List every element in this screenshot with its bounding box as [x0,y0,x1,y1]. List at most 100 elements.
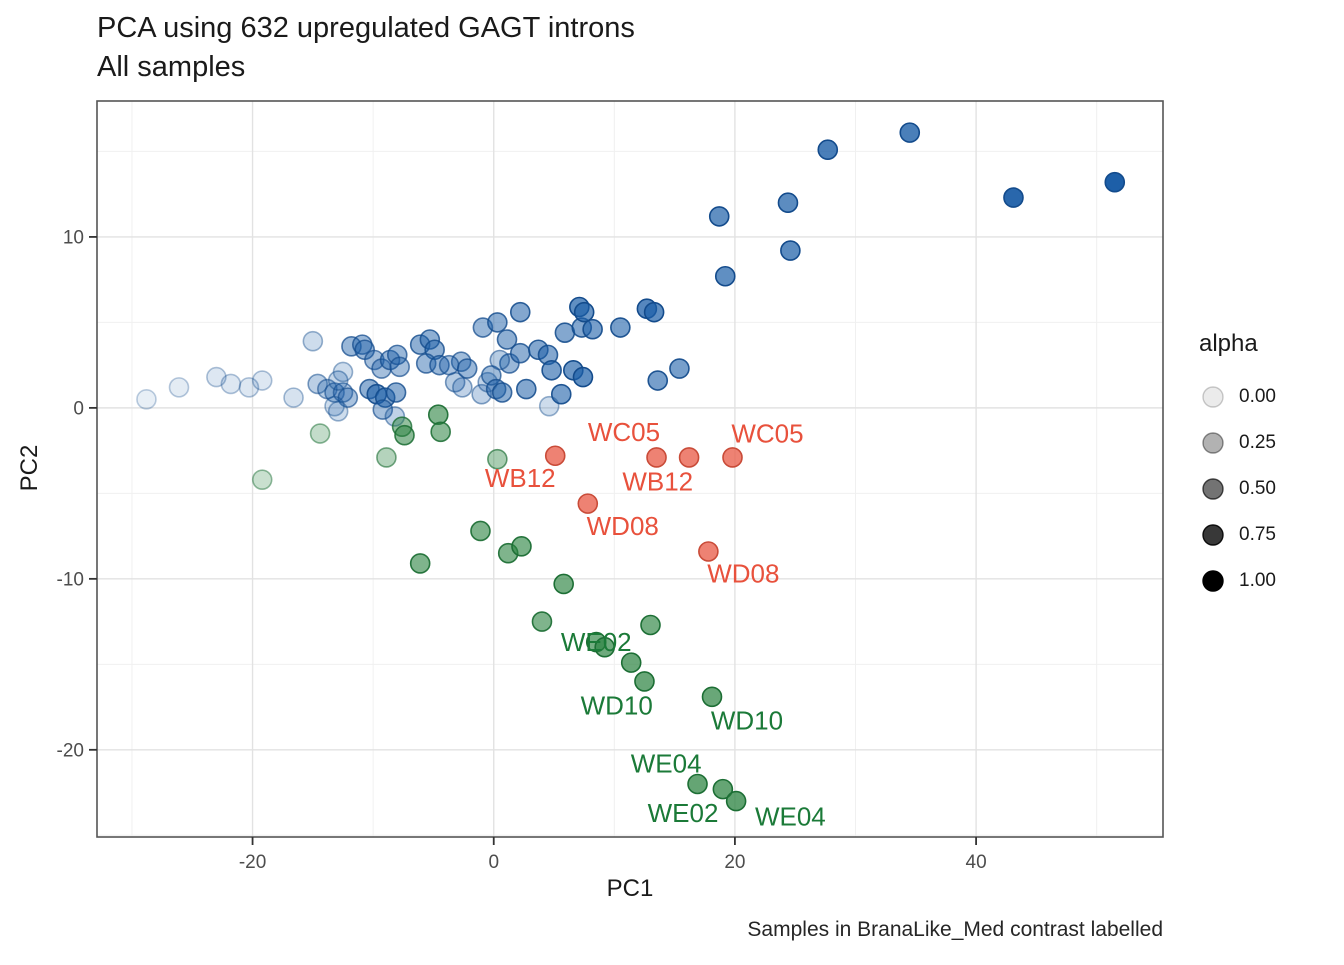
data-point [394,424,415,446]
point-label: WE04 [755,801,826,831]
data-point [647,370,669,391]
data-point [1003,187,1024,208]
point-label: WD08 [707,559,779,589]
data-point [251,370,273,391]
legend-item: 0.75 [1199,512,1276,558]
legend-key-dot [1202,386,1224,408]
x-tick-label: -20 [239,852,266,873]
data-point [168,377,190,398]
data-point [489,349,511,371]
point-label: WD10 [711,706,783,736]
point-label: WE02 [561,627,632,657]
point-label: WB12 [485,463,556,493]
y-axis-title: PC2 [16,444,43,492]
data-point [640,614,661,636]
data-point [307,373,328,395]
data-point [327,370,349,391]
grid-minor [97,101,1163,837]
legend-items: 0.00 0.25 0.50 0.75 1.00 [1199,374,1276,604]
data-point [780,240,801,261]
data-point [708,206,730,227]
data-point [487,312,508,333]
y-tick-label: 10 [63,227,84,248]
data-point [251,469,273,490]
data-point [712,778,734,800]
series-red-samples [544,445,743,562]
point-label: WD08 [587,511,659,541]
data-point [687,773,708,795]
data-point [610,317,631,338]
legend-item: 1.00 [1199,558,1276,604]
point-label: WC05 [588,417,660,447]
data-point [509,301,531,323]
data-point [491,382,513,403]
data-point [538,395,560,417]
data-point [389,356,410,378]
legend-item: 0.25 [1199,420,1276,466]
legend-title: alpha [1199,330,1258,357]
data-point [678,447,700,468]
data-point [496,329,518,350]
legend-item: 0.00 [1199,374,1276,420]
data-point [438,354,460,376]
data-point [620,652,642,673]
data-point [302,330,324,352]
series-blue-samples [136,122,1126,427]
legend-key-dot [1202,478,1224,500]
legend-key-circle-icon [1202,478,1224,500]
data-point [238,377,260,398]
legend-item-label: 0.75 [1239,524,1276,545]
y-tick-label: -10 [57,569,84,590]
data-point [324,382,345,403]
grid-major [97,101,1163,837]
data-point [452,377,473,398]
data-point [337,387,359,408]
data-point [487,448,508,470]
legend-key-dot [1202,524,1224,546]
data-point [669,358,690,379]
legend-key-circle-icon [1202,570,1224,592]
point-labels: WC05 WC05 WB12 WB12 WD08 WD08 WE02 WD10 WD10 WE04… [485,417,826,832]
data-point [725,790,747,812]
data-point [577,493,599,514]
data-point [541,359,562,381]
data-point [324,395,345,417]
data-point [573,301,595,323]
data-point [372,399,394,420]
data-point [554,322,576,343]
series-green-samples [251,404,747,812]
data-point [409,553,431,574]
data-point [643,301,665,323]
data-point [206,366,227,388]
data-point [327,400,349,422]
data-point [456,358,478,379]
data-point [553,573,574,595]
legend-item-label: 0.25 [1239,432,1276,453]
legend-alpha: alpha 0.00 0.25 0.50 0.75 1.00 [1199,330,1276,604]
data-point [646,447,667,468]
data-point [136,389,157,410]
data-point [220,373,242,395]
chart-subtitle: All samples [97,51,246,83]
data-point [376,447,397,468]
data-point [309,423,331,444]
data-point [817,139,839,161]
legend-key-circle-icon [1202,386,1224,408]
data-point [550,383,572,405]
point-label: WB12 [622,466,693,496]
data-point [572,366,594,388]
data-point [332,361,354,383]
x-tick-label: 20 [724,852,745,873]
data-point [511,536,532,557]
data-point [544,445,566,467]
axis-ticks: -20 0 20 40 -20 -10 0 10 [57,227,987,873]
data-point [470,520,491,542]
panel-background [97,101,1163,837]
data-point [899,122,921,143]
data-point [777,192,799,214]
y-tick-label: 0 [73,398,84,419]
data-point [515,378,537,400]
data-point [594,636,615,658]
